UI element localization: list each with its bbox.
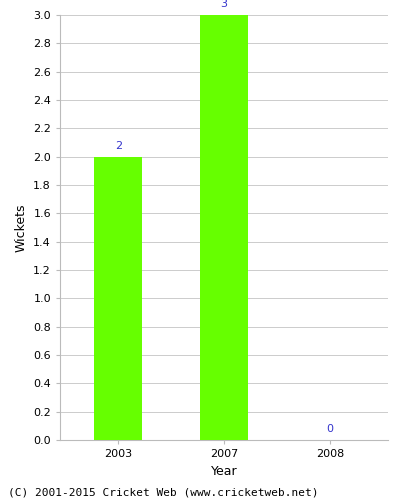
X-axis label: Year: Year	[211, 464, 237, 477]
Text: 2: 2	[115, 141, 122, 151]
Text: (C) 2001-2015 Cricket Web (www.cricketweb.net): (C) 2001-2015 Cricket Web (www.cricketwe…	[8, 488, 318, 498]
Y-axis label: Wickets: Wickets	[14, 203, 28, 252]
Bar	[94, 156, 142, 440]
Text: 3: 3	[220, 0, 228, 10]
Bar	[200, 15, 248, 440]
Text: 0: 0	[326, 424, 333, 434]
